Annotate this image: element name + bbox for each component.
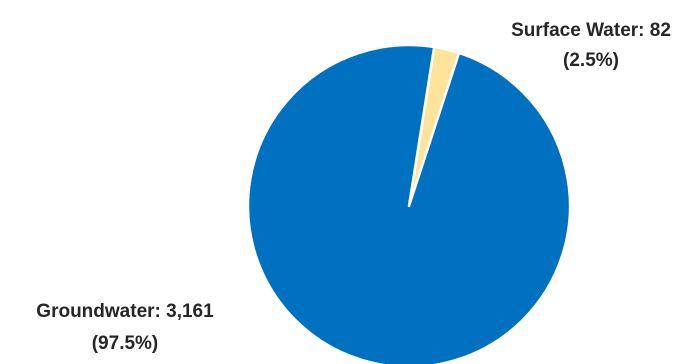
label-groundwater: Groundwater: 3,161 <box>36 301 214 322</box>
label-surface-water-value: 82 <box>650 20 671 41</box>
label-groundwater-name: Groundwater <box>36 301 155 322</box>
label-groundwater-percent: (97.5%) <box>92 333 159 354</box>
label-surface-water-percent: (2.5%) <box>563 50 619 71</box>
pie-slices <box>246 43 572 364</box>
label-groundwater-value: 3,161 <box>166 301 214 322</box>
label-surface-water-name: Surface Water <box>511 20 639 41</box>
pie-slice-groundwater <box>246 43 572 364</box>
label-surface-water: Surface Water: 82 <box>511 20 671 41</box>
